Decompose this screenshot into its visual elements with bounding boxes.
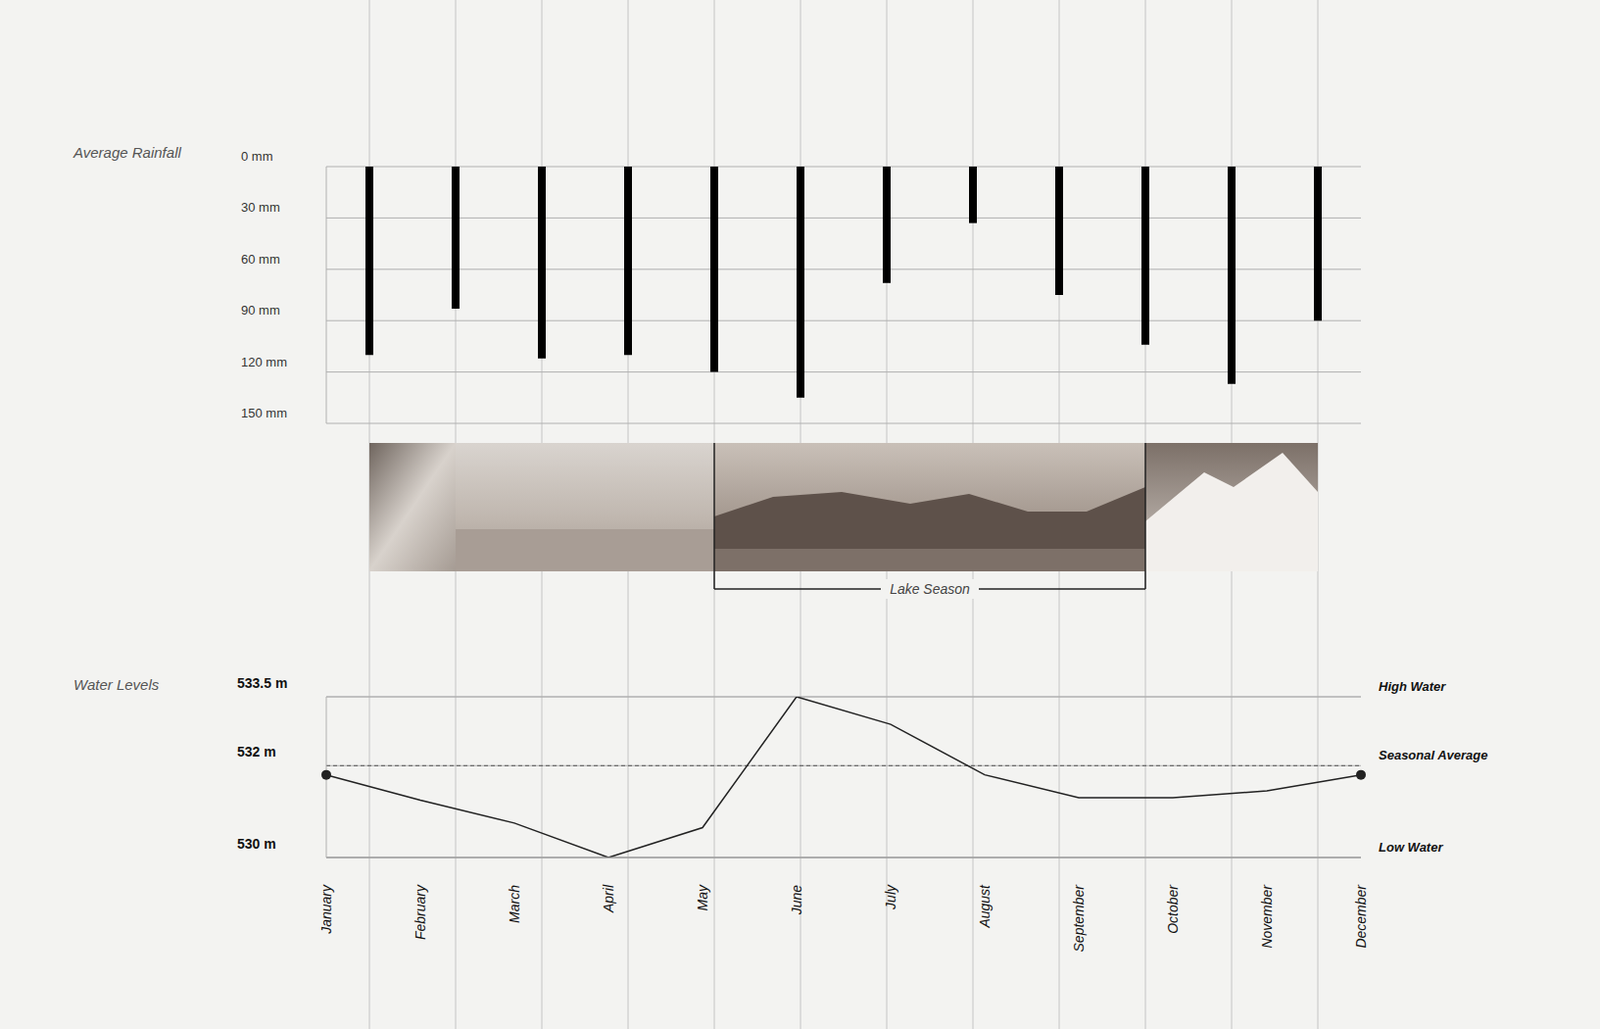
svg-text:Low Water: Low Water [1378, 839, 1444, 855]
svg-text:December: December [1353, 883, 1369, 949]
svg-text:30 mm: 30 mm [241, 199, 281, 215]
svg-text:April: April [600, 883, 617, 914]
svg-text:530 m: 530 m [237, 835, 277, 852]
svg-text:90 mm: 90 mm [241, 302, 281, 318]
svg-text:January: January [318, 883, 335, 935]
svg-text:June: June [788, 884, 805, 917]
svg-text:150 mm: 150 mm [241, 405, 288, 421]
svg-text:Lake Season: Lake Season [889, 581, 970, 597]
svg-text:February: February [412, 883, 429, 940]
svg-text:Seasonal Average: Seasonal Average [1378, 747, 1489, 763]
html-text:Water Levels: Water Levels [73, 676, 160, 693]
svg-text:0 mm: 0 mm [241, 148, 274, 164]
svg-text:October: October [1164, 883, 1181, 934]
svg-text:60 mm: 60 mm [241, 251, 281, 267]
svg-text:High Water: High Water [1378, 678, 1447, 694]
svg-text:120 mm: 120 mm [241, 354, 288, 370]
svg-text:July: July [882, 883, 899, 911]
svg-text:March: March [506, 884, 523, 923]
svg-text:November: November [1259, 883, 1275, 949]
svg-text:532 m: 532 m [237, 743, 277, 760]
svg-text:May: May [694, 883, 711, 911]
svg-text:August: August [976, 883, 993, 929]
svg-text:533.5 m: 533.5 m [237, 675, 288, 691]
html-text:Average Rainfall: Average Rainfall [73, 144, 182, 161]
svg-text:September: September [1070, 883, 1087, 953]
